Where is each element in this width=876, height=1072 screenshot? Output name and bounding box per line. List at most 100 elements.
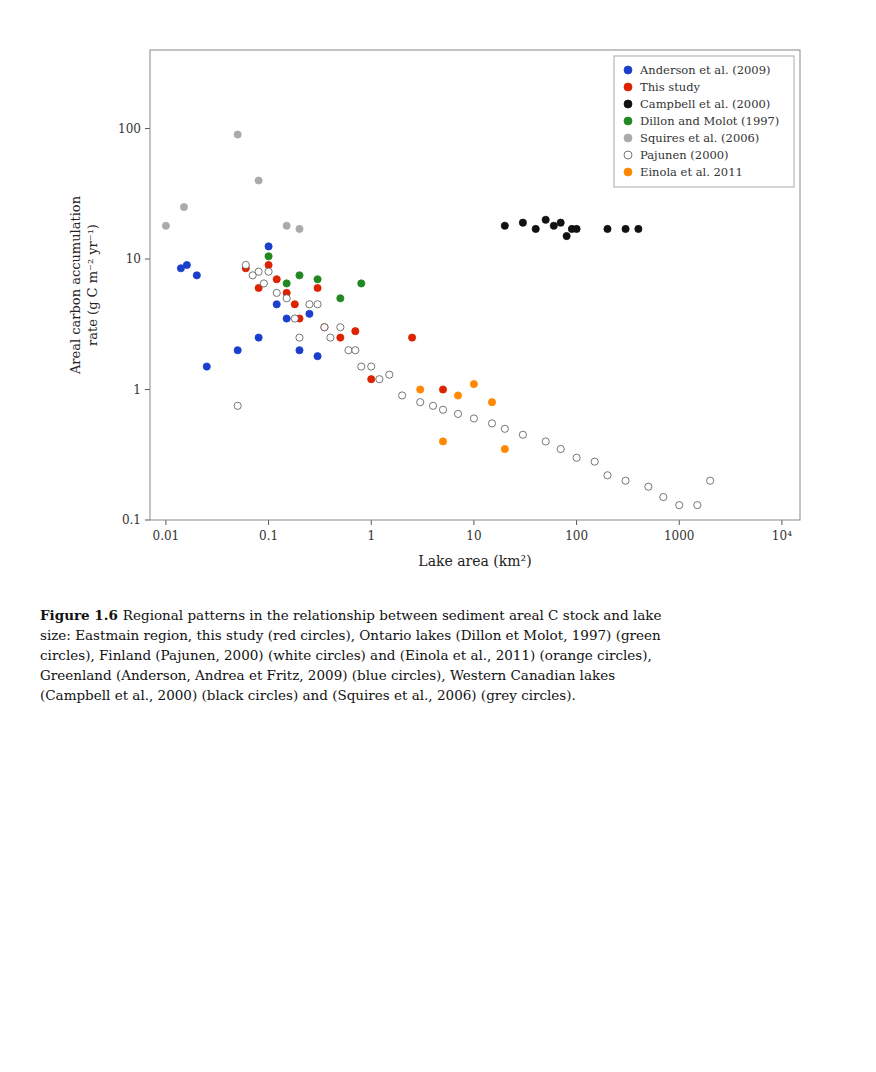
point <box>532 225 539 232</box>
series <box>417 381 509 453</box>
point <box>265 243 272 250</box>
y-tick-label: 1 <box>133 383 141 397</box>
point <box>273 289 280 296</box>
legend-marker <box>624 66 632 74</box>
y-tick <box>145 520 150 521</box>
point <box>314 284 321 291</box>
point <box>306 310 313 317</box>
x-tick <box>576 520 577 525</box>
point <box>386 371 393 378</box>
point <box>542 438 549 445</box>
chart: 0.010.1110100100010⁴0.1110100Lake area (… <box>0 0 876 1072</box>
legend-label: Squires et al. (2006) <box>640 131 759 145</box>
point <box>550 222 557 229</box>
point <box>542 216 549 223</box>
series <box>265 253 365 302</box>
point <box>622 225 629 232</box>
point <box>234 347 241 354</box>
point <box>454 410 461 417</box>
point <box>193 272 200 279</box>
point <box>296 347 303 354</box>
point <box>265 268 272 275</box>
caption-title: Figure 1.6 <box>40 607 118 623</box>
point <box>645 483 652 490</box>
x-tick-label: 0.01 <box>153 529 180 543</box>
point <box>488 420 495 427</box>
point <box>242 261 249 268</box>
point <box>694 502 701 509</box>
point <box>255 334 262 341</box>
point <box>273 301 280 308</box>
point <box>327 334 334 341</box>
point <box>180 204 187 211</box>
point <box>265 253 272 260</box>
point <box>488 399 495 406</box>
series <box>234 261 714 508</box>
series <box>242 261 446 393</box>
point <box>283 295 290 302</box>
legend-label: Pajunen (2000) <box>640 148 729 162</box>
point <box>314 353 321 360</box>
point <box>337 334 344 341</box>
points <box>162 131 713 509</box>
y-tick <box>145 389 150 390</box>
legend-marker <box>624 134 632 142</box>
series <box>501 216 642 240</box>
point <box>429 402 436 409</box>
x-tick-label: 100 <box>565 529 588 543</box>
y-axis-label: Areal carbon accumulationrate (g C m⁻² y… <box>68 195 100 375</box>
point <box>439 438 446 445</box>
caption-line: Regional patterns in the relationship be… <box>123 607 662 623</box>
point <box>314 301 321 308</box>
x-tick-label: 1000 <box>664 529 695 543</box>
point <box>707 477 714 484</box>
point <box>337 324 344 331</box>
legend-marker <box>624 117 632 125</box>
legend: Anderson et al. (2009)This studyCampbell… <box>614 56 794 187</box>
legend-marker <box>624 100 632 108</box>
x-tick-label: 1 <box>367 529 375 543</box>
point <box>557 219 564 226</box>
point <box>314 276 321 283</box>
caption-line: (Campbell et al., 2000) (black circles) … <box>40 687 576 703</box>
point <box>573 454 580 461</box>
point <box>345 347 352 354</box>
point <box>358 363 365 370</box>
point <box>273 276 280 283</box>
point <box>283 222 290 229</box>
caption-line: circles), Finland (Pajunen, 2000) (white… <box>40 647 652 663</box>
plot-background <box>150 50 800 520</box>
point <box>291 301 298 308</box>
point <box>573 225 580 232</box>
point <box>283 315 290 322</box>
point <box>417 399 424 406</box>
point <box>306 301 313 308</box>
point <box>203 363 210 370</box>
plot-frame <box>150 50 800 520</box>
y-tick-label: 100 <box>118 122 141 136</box>
point <box>604 472 611 479</box>
legend-label: Campbell et al. (2000) <box>640 97 770 111</box>
point <box>408 334 415 341</box>
caption-line: size: Eastmain region, this study (red c… <box>40 627 661 643</box>
point <box>162 222 169 229</box>
x-tick <box>781 520 782 525</box>
y-tick <box>145 128 150 129</box>
point <box>417 386 424 393</box>
point <box>368 363 375 370</box>
point <box>519 431 526 438</box>
point <box>470 415 477 422</box>
point <box>439 386 446 393</box>
legend-marker <box>624 168 632 176</box>
point <box>260 280 267 287</box>
point <box>501 445 508 452</box>
x-tick <box>473 520 474 525</box>
point <box>337 295 344 302</box>
point <box>296 225 303 232</box>
point <box>676 502 683 509</box>
point <box>501 222 508 229</box>
x-tick-label: 10⁴ <box>772 529 792 543</box>
legend-label: Dillon and Molot (1997) <box>640 114 779 128</box>
point <box>660 493 667 500</box>
point <box>283 280 290 287</box>
